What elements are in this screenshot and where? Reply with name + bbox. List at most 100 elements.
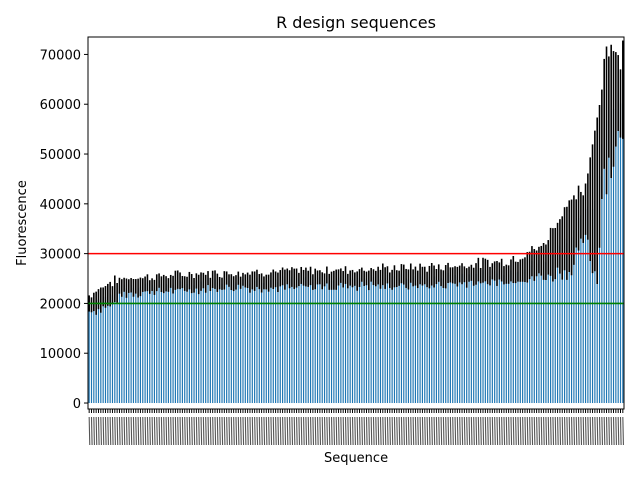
bar: [407, 279, 410, 404]
bar: [289, 279, 291, 404]
x-tick-label: [428, 416, 431, 446]
bar: [184, 283, 186, 404]
bar: [198, 284, 200, 404]
bar: [421, 276, 423, 404]
x-tick-label: [144, 416, 147, 446]
x-tick-label: [333, 416, 336, 446]
x-tick-label: [137, 416, 140, 446]
x-tick-label: [608, 416, 610, 446]
bar: [496, 273, 498, 404]
x-tick-label: [275, 416, 277, 446]
bar: [361, 274, 363, 404]
x-tick-label: [114, 416, 116, 446]
x-tick-label: [244, 416, 247, 446]
x-tick-label: [321, 416, 324, 446]
bar: [156, 282, 158, 404]
bar: [612, 108, 615, 404]
x-tick-label: [135, 416, 137, 446]
x-tick-label: [543, 416, 545, 446]
bars-group: [88, 89, 624, 404]
x-tick-label: [130, 416, 133, 446]
bar: [540, 260, 542, 404]
x-tick-label: [149, 416, 151, 446]
bar: [368, 280, 370, 404]
x-tick-label: [128, 416, 130, 446]
x-tick-label: [550, 416, 552, 446]
x-tick-label: [589, 416, 592, 446]
bar: [594, 200, 596, 404]
x-tick-label: [389, 416, 391, 446]
x-tick-label: [121, 416, 123, 446]
x-tick-label: [571, 416, 573, 446]
x-tick-label: [391, 416, 394, 446]
x-tick-label: [153, 416, 156, 446]
bar: [202, 280, 204, 404]
bar: [233, 283, 235, 404]
bar: [286, 276, 288, 404]
bar: [102, 296, 104, 404]
bar: [491, 271, 493, 404]
bar: [466, 277, 468, 404]
bar: [582, 219, 584, 404]
x-tick-label: [88, 416, 91, 446]
bar: [158, 280, 160, 404]
x-tick-label: [505, 416, 508, 446]
bar: [305, 277, 307, 404]
bar: [524, 269, 526, 404]
bar: [568, 236, 570, 404]
x-tick-label: [118, 416, 121, 446]
bar: [536, 263, 538, 404]
bar: [543, 261, 545, 404]
bar: [563, 238, 566, 404]
x-tick-label: [449, 416, 452, 446]
bar: [570, 237, 573, 404]
x-tick-label: [498, 416, 501, 446]
x-tick-label: [484, 416, 487, 446]
x-tick-label: [310, 416, 312, 446]
bar: [230, 282, 232, 404]
bar: [174, 280, 176, 404]
bar: [340, 275, 342, 404]
bar: [398, 278, 400, 404]
bar: [279, 278, 281, 404]
x-tick-label: [445, 416, 447, 446]
x-tick-label: [377, 416, 380, 446]
bar: [503, 275, 505, 404]
x-tick-label: [90, 416, 93, 446]
bar: [477, 269, 479, 404]
x-tick-label: [573, 416, 576, 446]
bar: [584, 209, 587, 404]
x-tick-label: [622, 416, 624, 446]
x-tick-label: [442, 416, 445, 446]
bar: [314, 278, 316, 404]
x-tick-label: [216, 416, 219, 446]
y-tick-label: 30000: [40, 248, 81, 263]
x-tick-label: [568, 416, 571, 446]
bar: [100, 300, 102, 404]
bar: [144, 283, 146, 404]
x-tick-label: [326, 416, 329, 446]
bar: [344, 275, 347, 404]
bar: [552, 254, 554, 404]
x-tick-label: [524, 416, 527, 446]
bar: [307, 278, 309, 404]
x-tick-label: [212, 416, 214, 446]
bar: [109, 294, 111, 404]
x-tick-label: [100, 416, 102, 446]
bar: [508, 274, 510, 404]
x-tick-label: [237, 416, 240, 446]
bar: [428, 277, 430, 404]
x-tick-label: [230, 416, 233, 446]
bar: [356, 281, 358, 404]
x-tick-label: [375, 416, 377, 446]
x-tick-label: [459, 416, 461, 446]
bar: [515, 272, 517, 404]
x-tick-label: [587, 416, 590, 446]
bar: [333, 280, 335, 404]
x-tick-label: [580, 416, 583, 446]
x-tick-label: [177, 416, 179, 446]
x-tick-label: [433, 416, 436, 446]
x-tick-label: [591, 416, 594, 446]
bar: [547, 257, 549, 404]
bar: [265, 282, 267, 404]
